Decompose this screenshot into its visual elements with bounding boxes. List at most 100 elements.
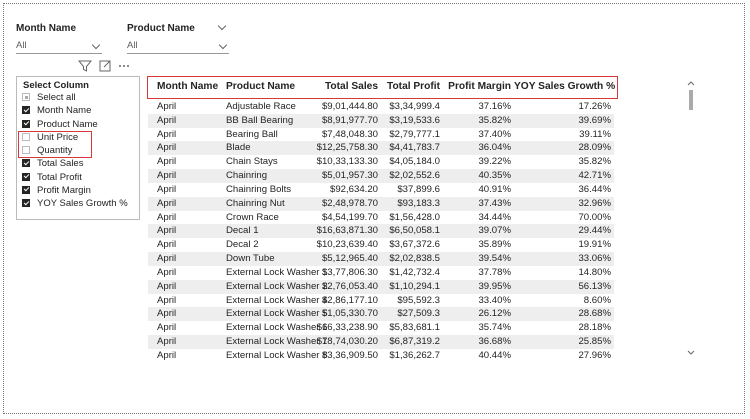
table-cell: 26.12% [478,308,511,320]
table-cell: $2,79,777.1 [389,128,440,140]
row-background [148,335,614,349]
table-cell: $1,56,428.0 [389,211,440,223]
table-cell: 28.09% [578,142,611,154]
row-background [148,100,614,114]
row-background [148,113,614,128]
table-cell: $3,34,999.4 [389,101,440,112]
table-cell: $4,54,199.70 [321,211,378,223]
table-cell: April [157,114,177,126]
row-background [148,307,614,322]
row-background [148,210,614,225]
field-item[interactable]: Quantity [22,144,72,157]
field-item[interactable]: Product Name [22,118,98,131]
table-cell: $18,74,030.20 [316,336,378,348]
table-cell: 40.44% [478,349,511,361]
scrollbar[interactable] [685,78,697,363]
table-cell: 33.40% [478,294,511,306]
table-cell: 25.85% [578,336,611,348]
more-icon[interactable] [119,65,121,67]
field-label: Month Name [37,105,92,117]
field-item[interactable]: Select all [22,91,76,104]
row-background [148,321,614,336]
table-cell: 37.78% [478,266,511,278]
field-item[interactable]: Total Sales [22,157,83,170]
checkbox[interactable] [22,93,30,101]
field-list-panel: Select Column [16,76,140,220]
highlight-box [18,131,92,158]
scroll-thumb[interactable] [689,90,693,110]
table-cell: $4,41,783.7 [389,142,440,154]
field-item[interactable]: Month Name [22,104,91,117]
table-cell: 35.82% [578,156,611,168]
filter-icon[interactable] [77,60,93,72]
table-cell: $95,592.3 [397,294,440,306]
column-header[interactable]: Profit Margin [448,81,511,92]
table-cell: Decal 1 [226,225,259,237]
table-cell: 37.40% [478,128,511,140]
table-cell: Bearing Ball [226,128,278,140]
slicer-dropdown[interactable]: All [127,39,229,54]
checkbox[interactable] [22,119,30,128]
table-cell: April [157,156,177,168]
field-label: Select all [37,92,76,103]
field-item[interactable]: YOY Sales Growth % [22,197,128,210]
column-header[interactable]: Month Name [157,81,219,92]
checkbox[interactable] [22,159,30,168]
field-label: Product Name [37,118,98,130]
checkbox[interactable] [22,132,30,141]
checkbox[interactable] [22,106,30,115]
field-label: Total Sales [37,158,84,170]
table-cell: $1,05,330.70 [321,308,378,320]
checkbox[interactable] [22,185,30,194]
table-cell: $10,23,639.40 [316,239,378,251]
column-header[interactable]: Total Sales [324,81,378,92]
table-cell: April [157,280,177,292]
table-cell: Chainring Bolts [226,183,292,195]
table-cell: April [157,253,177,265]
table-cell: 36.04% [478,142,511,154]
table-cell: 39.69% [578,114,611,126]
column-header[interactable]: Product Name [226,81,296,92]
table-cell: 19.91% [578,239,611,251]
checkbox[interactable] [22,146,30,154]
table-cell: April [157,294,177,306]
table-cell: April [157,225,177,237]
field-item[interactable]: Profit Margin [22,184,91,197]
table-cell: 35.82% [478,114,511,126]
table-cell: $3,36,909.50 [321,349,378,361]
slicer-value: All [127,40,138,51]
table-cell: $5,01,957.30 [321,170,378,182]
field-item[interactable]: Unit Price [22,131,78,144]
column-header[interactable]: Total Profit [386,81,440,92]
checkbox[interactable] [22,199,30,207]
table-cell: $1,42,732.4 [389,266,440,278]
column-header[interactable]: YOY Sales Growth % [514,81,616,92]
table-cell: April [157,308,177,320]
slicer-value: All [16,40,27,51]
table-cell: 33.06% [578,253,611,265]
table-cell: External Lock Washer 4 [226,294,328,306]
visual-header-icons [77,60,129,72]
focus-icon[interactable] [99,60,111,72]
table-cell: 8.60% [583,294,611,306]
table-cell: External Lock Washer 7 [226,336,328,348]
field-item[interactable]: Total Profit [22,171,82,184]
table-cell: 37.43% [478,197,511,209]
table-cell: $5,12,965.40 [321,253,378,265]
row-background [148,196,614,211]
row-background [148,265,614,280]
row-background [148,169,614,183]
table-cell: 39.07% [478,225,511,237]
table-cell: $16,33,238.90 [316,322,378,334]
table-cell: 28.68% [578,308,611,320]
table-cell: 39.95% [478,280,511,292]
slicer-title: Product Name [127,23,195,34]
table-cell: April [157,142,177,154]
table-cell: 27.96% [578,349,611,361]
table-cell: $1,10,294.1 [389,280,440,292]
table-cell: $16,63,871.30 [316,225,378,237]
table-cell: $6,87,319.2 [389,336,440,348]
slicer-dropdown[interactable]: All [16,39,102,54]
checkbox[interactable] [22,172,30,181]
